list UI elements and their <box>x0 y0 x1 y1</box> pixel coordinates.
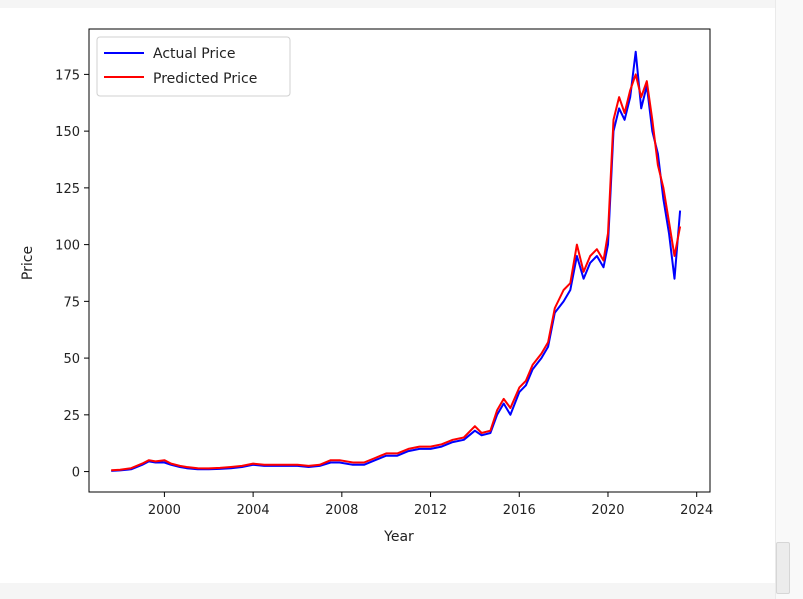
legend-box <box>96 36 291 97</box>
x-tick-label: 2000 <box>148 503 181 518</box>
y-tick-label: 0 <box>72 466 80 481</box>
x-tick-label: 2004 <box>237 503 270 518</box>
x-tick-label: 2012 <box>414 503 447 518</box>
scrollbar-thumb[interactable] <box>776 542 790 594</box>
legend-label-predicted: Predicted Price <box>153 71 257 87</box>
y-tick-label: 25 <box>63 409 80 424</box>
vertical-scrollbar[interactable] <box>775 0 803 599</box>
y-tick-label: 175 <box>55 68 80 83</box>
chart: 2000 2004 2008 2012 2016 2020 2024 0 25 50 75 100 1… <box>20 28 713 545</box>
y-tick-label: 100 <box>55 239 80 254</box>
status-strip <box>0 583 775 599</box>
y-tick-label: 75 <box>63 295 80 310</box>
series-line-1 <box>111 73 682 472</box>
x-tick-label: 2020 <box>591 503 624 518</box>
y-tick-label: 50 <box>63 352 80 367</box>
y-axis: 0 25 50 75 100 125 150 175 <box>55 68 89 481</box>
x-tick-label: 2008 <box>325 503 358 518</box>
y-axis-label: Price <box>20 246 36 280</box>
x-axis-label: Year <box>383 529 414 545</box>
plot-area <box>88 28 711 493</box>
legend-label-actual: Actual Price <box>153 46 235 62</box>
legend: Actual Price Predicted Price <box>96 36 291 97</box>
y-tick-label: 125 <box>55 182 80 197</box>
x-axis: 2000 2004 2008 2012 2016 2020 2024 <box>148 492 713 518</box>
y-tick-label: 150 <box>55 125 80 140</box>
toolbar-strip <box>0 0 775 8</box>
x-tick-label: 2024 <box>680 503 713 518</box>
x-tick-label: 2016 <box>503 503 536 518</box>
series-layer <box>111 50 682 472</box>
